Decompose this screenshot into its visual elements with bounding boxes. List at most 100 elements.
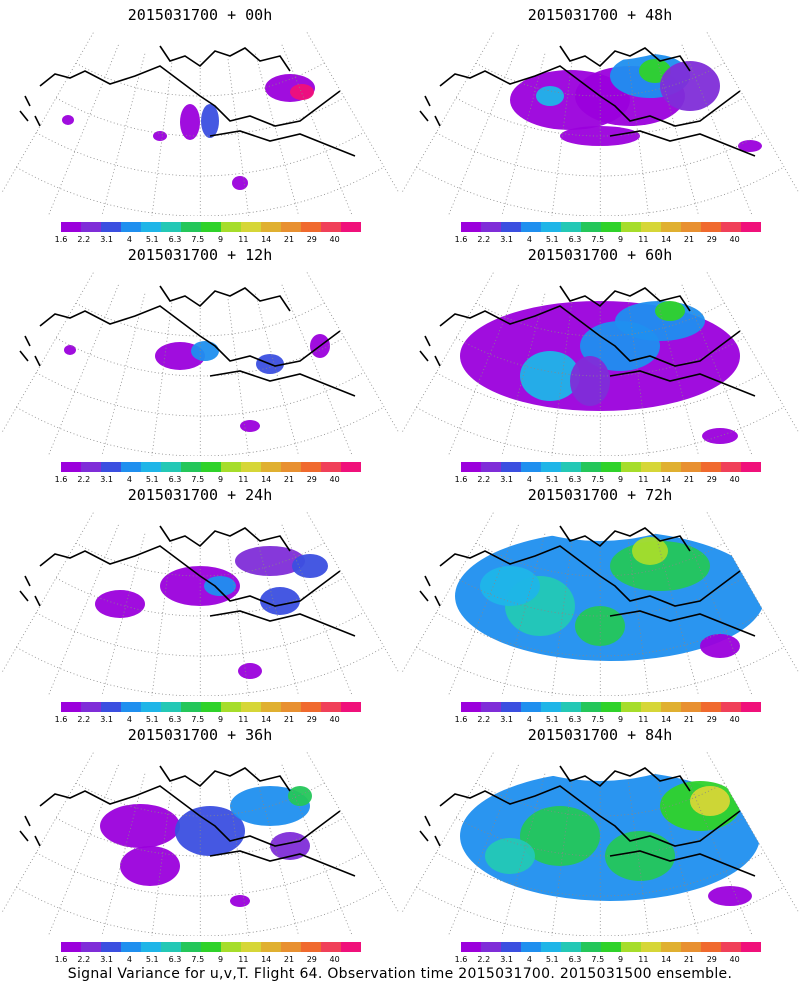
variance-contour [95,590,145,618]
variance-contour [480,566,540,606]
colorbar-tick-label: 5.1 [545,715,559,724]
colorbar-labels: 1.6 2.2 3.1 4 5.1 6.3 7.5 9 11 14 21 29 40 [453,475,773,485]
colorbar-tick-label: 21 [683,715,695,724]
colorbar-tick-label: 6.3 [568,715,582,724]
colorbar-tick-label: 4 [126,235,132,244]
colorbar [61,942,361,952]
colorbar [461,222,761,232]
variance-contour [235,546,305,576]
colorbar-swatch [281,942,301,952]
colorbar-labels: 1.6 2.2 3.1 4 5.1 6.3 7.5 9 11 14 21 29 40 [453,235,773,245]
colorbar-tick-label: 40 [729,715,740,724]
graticule [1,512,400,696]
colorbar-tick-label: 14 [661,955,672,964]
panel-title: 2015031700 + 36h [127,726,273,744]
colorbar-swatch [681,702,701,712]
colorbar-tick-label: 11 [238,235,249,244]
colorbar-swatch [461,462,481,472]
colorbar-tick-label: 14 [261,715,272,724]
colorbar-tick-label: 1.6 [454,955,468,964]
colorbar-swatch [281,462,301,472]
panel-title: 2015031700 + 72h [527,486,673,504]
colorbar-tick-label: 2.2 [477,475,491,484]
colorbar-tick-label: 11 [638,235,649,244]
colorbar-tick-label: 21 [683,475,695,484]
colorbar-tick-label: 29 [306,235,317,244]
variance-map [1,752,400,936]
colorbar-labels: 1.6 2.2 3.1 4 5.1 6.3 7.5 9 11 14 21 29 40 [53,475,373,485]
colorbar-swatch [541,942,561,952]
colorbar-swatch [701,462,721,472]
colorbar-tick-label: 7.5 [591,235,605,244]
variance-contour [655,301,685,321]
colorbar-swatch [521,222,541,232]
colorbar-tick-label: 6.3 [168,235,182,244]
colorbar-swatch [281,702,301,712]
colorbar-swatch [101,462,121,472]
forecast-panel: 2015031700 + 60h 1.6 2.2 3.1 4 5.1 6.3 7.5 9 11 14… [400,240,800,484]
colorbar-swatch [621,462,641,472]
colorbar-tick-label: 1.6 [54,715,68,724]
colorbar-swatch [501,702,521,712]
colorbar-tick-label: 4 [526,955,532,964]
variance-field [95,546,328,679]
colorbar-swatch [181,462,201,472]
colorbar-tick-label: 3.1 [100,715,113,724]
colorbar-swatch [321,462,341,472]
variance-contour [702,428,738,444]
colorbar-swatch [61,462,81,472]
variance-field [455,531,765,661]
variance-contour [290,84,314,100]
coastline [419,285,756,397]
colorbar-swatch [301,702,321,712]
colorbar-tick-label: 40 [329,235,340,244]
colorbar-swatch [341,942,361,952]
colorbar-tick-label: 1.6 [454,715,468,724]
colorbar-swatch [301,942,321,952]
colorbar-swatch [161,462,181,472]
colorbar-tick-label: 1.6 [54,235,68,244]
colorbar-swatch [221,222,241,232]
graticule [1,272,400,456]
colorbar-swatch [161,942,181,952]
colorbar-swatch [561,702,581,712]
variance-contour [120,846,180,886]
colorbar-swatch [681,222,701,232]
colorbar-tick-label: 7.5 [591,955,605,964]
coastline [19,525,356,637]
colorbar-swatch [641,462,661,472]
colorbar-swatch [221,702,241,712]
colorbar-swatch [661,462,681,472]
colorbar-swatch [741,462,761,472]
colorbar-tick-label: 5.1 [545,475,559,484]
colorbar-swatch [641,222,661,232]
variance-field [62,74,315,190]
variance-contour [232,176,248,190]
colorbar-swatch [341,222,361,232]
colorbar-swatch [241,222,261,232]
colorbar-swatch [581,222,601,232]
graticule [401,512,800,696]
colorbar-tick-label: 29 [706,955,717,964]
colorbar-swatch [141,942,161,952]
variance-contour [238,663,262,679]
colorbar-tick-label: 21 [683,235,695,244]
colorbar-swatch [701,222,721,232]
colorbar-tick-label: 5.1 [545,235,559,244]
colorbar-tick-label: 11 [238,715,249,724]
forecast-panel: 2015031700 + 48h 1.6 2.2 3.1 4 5.1 6.3 7.5 9 11 14… [400,0,800,244]
colorbar-swatch [321,702,341,712]
variance-map [401,32,800,216]
colorbar-swatch [701,702,721,712]
variance-contour [708,886,752,906]
colorbar-tick-label: 2.2 [477,235,491,244]
colorbar-swatch [501,222,521,232]
colorbar-tick-label: 9 [618,715,624,724]
colorbar-swatch [61,222,81,232]
colorbar-tick-label: 11 [638,475,649,484]
colorbar-tick-label: 3.1 [500,715,513,724]
colorbar-swatch [321,222,341,232]
colorbar-tick-label: 6.3 [568,475,582,484]
colorbar-swatch [181,942,201,952]
variance-contour [201,104,219,138]
